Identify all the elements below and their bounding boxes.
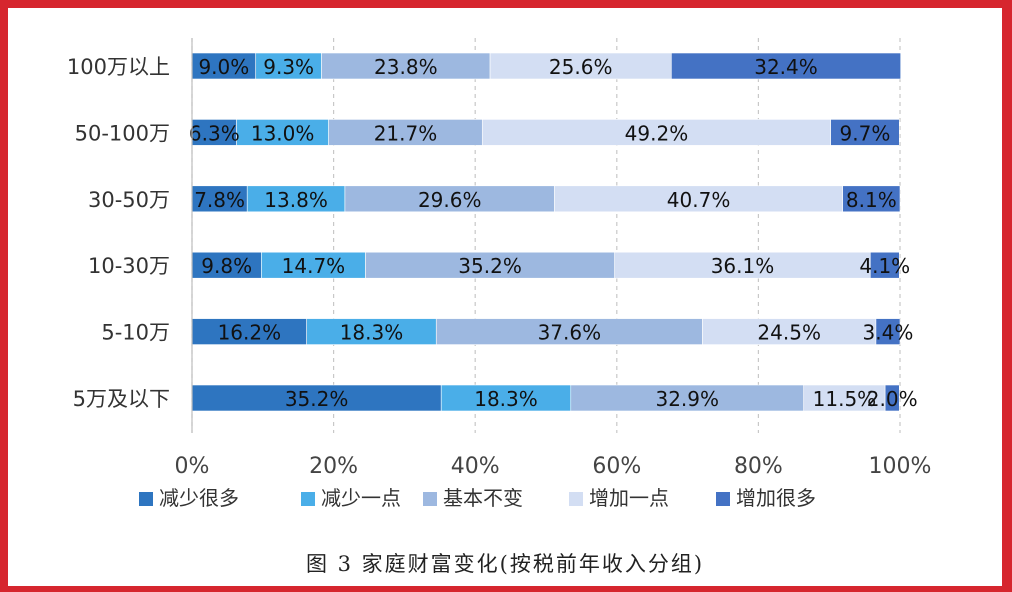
bar-segment	[344, 185, 555, 213]
legend-label: 增加一点	[589, 486, 669, 510]
data-label: 32.9%	[655, 387, 719, 411]
bar-segment	[191, 318, 307, 345]
bar-segment	[306, 318, 437, 345]
legend-swatch	[301, 492, 315, 506]
legend-swatch	[423, 492, 437, 506]
bar-segment	[875, 318, 901, 345]
bar-segment	[191, 384, 442, 412]
data-label: 40.7%	[667, 188, 731, 212]
data-label: 18.3%	[340, 321, 404, 345]
bar-segment	[489, 52, 672, 80]
value-labels: 9.0% 9.3% 23.8% 25.6% 32.4% 6.3% 13.0% 21.7% 49.…	[189, 55, 918, 411]
data-label: 9.7%	[840, 121, 891, 145]
data-label: 8.1%	[846, 188, 897, 212]
data-label: 11.5%	[813, 387, 877, 411]
data-label: 49.2%	[625, 121, 689, 145]
data-label: 13.8%	[264, 188, 328, 212]
data-label: 37.6%	[538, 321, 602, 345]
data-label: 9.3%	[263, 55, 314, 79]
legend-label: 增加很多	[736, 486, 816, 510]
data-label: 36.1%	[711, 254, 775, 278]
legend: 减少很多 减少一点 基本不变 增加一点 增加很多	[139, 486, 816, 510]
data-label: 7.8%	[194, 188, 245, 212]
data-label: 21.7%	[374, 121, 438, 145]
data-label: 3.4%	[863, 321, 914, 345]
category-label: 5万及以下	[73, 387, 170, 411]
bar-segment	[671, 52, 902, 80]
bar-segment	[830, 119, 900, 146]
legend-label: 减少很多	[159, 486, 239, 510]
data-label: 6.3%	[189, 121, 240, 145]
legend-swatch	[716, 492, 730, 506]
bar-segment	[321, 52, 491, 80]
x-tick-label: 100%	[869, 454, 932, 479]
category-label: 30-50万	[88, 188, 170, 212]
bar-segment	[191, 52, 257, 80]
bar-segment	[365, 251, 615, 279]
legend-label: 基本不变	[443, 486, 523, 510]
bars	[191, 52, 902, 412]
bar-segment	[842, 185, 901, 213]
legend-swatch	[139, 492, 153, 506]
category-label: 10-30万	[88, 254, 170, 278]
category-label: 5-10万	[101, 321, 170, 345]
category-label: 100万以上	[67, 55, 170, 79]
data-label: 35.2%	[458, 254, 522, 278]
legend-swatch	[569, 492, 583, 506]
bar-segment	[246, 185, 346, 213]
x-tick-label: 0%	[175, 454, 210, 479]
bar-segment	[702, 318, 877, 345]
data-label: 18.3%	[474, 387, 538, 411]
bar-segment	[869, 251, 900, 279]
x-tick-label: 60%	[592, 454, 641, 479]
bar-segment	[481, 119, 831, 146]
x-tick-label: 20%	[309, 454, 358, 479]
data-label: 23.8%	[374, 55, 438, 79]
x-tick-label: 80%	[734, 454, 783, 479]
data-label: 35.2%	[285, 387, 349, 411]
category-label: 50-100万	[75, 121, 170, 145]
grid-lines	[191, 38, 901, 433]
data-label: 29.6%	[418, 188, 482, 212]
data-label: 4.1%	[859, 254, 910, 278]
data-label: 32.4%	[754, 55, 818, 79]
bar-segment	[803, 384, 886, 412]
bar-segment	[884, 384, 900, 412]
axes: 0% 20% 40% 60% 80% 100% 100万以上 50-100万 30-50万 10-…	[67, 38, 932, 479]
data-label: 24.5%	[757, 321, 821, 345]
bar-segment	[554, 185, 843, 213]
chart-frame: 9.0% 9.3% 23.8% 25.6% 32.4% 6.3% 13.0% 21.7% 49.…	[8, 8, 1002, 586]
data-label: 9.0%	[198, 55, 249, 79]
stacked-bar-chart: 9.0% 9.3% 23.8% 25.6% 32.4% 6.3% 13.0% 21.7% 49.…	[67, 38, 932, 510]
bar-segment	[435, 318, 703, 345]
legend-label: 减少一点	[321, 486, 401, 510]
figure-caption: 图 3 家庭财富变化(按税前年收入分组)	[305, 552, 705, 576]
data-label: 2.0%	[867, 387, 918, 411]
bar-segment	[255, 52, 322, 80]
bar-segment	[570, 384, 805, 412]
bar-segment	[440, 384, 572, 412]
data-label: 9.8%	[201, 254, 252, 278]
data-label: 16.2%	[218, 321, 282, 345]
x-tick-label: 40%	[451, 454, 500, 479]
data-label: 13.0%	[251, 121, 315, 145]
data-label: 25.6%	[549, 55, 613, 79]
data-label: 14.7%	[282, 254, 346, 278]
bar-segment	[614, 251, 871, 279]
